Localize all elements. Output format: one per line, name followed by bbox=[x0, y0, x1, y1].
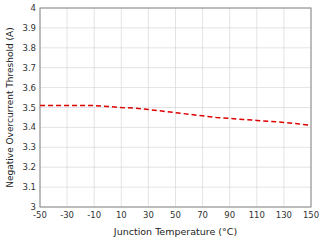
x-tick-label: 90 bbox=[224, 210, 235, 220]
y-grid-line bbox=[40, 87, 311, 88]
data-layer bbox=[40, 106, 311, 126]
axes: -50-30-10103050709011013015033.13.23.33.… bbox=[22, 3, 319, 220]
y-axis-label: Negative Overcurrent Threshold (A) bbox=[5, 27, 15, 187]
x-tick-label: -30 bbox=[60, 210, 74, 220]
x-tick-label: -10 bbox=[87, 210, 101, 220]
y-grid-line bbox=[40, 127, 311, 128]
y-tick-label: 3.6 bbox=[22, 83, 36, 93]
chart-svg: -50-30-10103050709011013015033.13.23.33.… bbox=[0, 0, 321, 243]
x-axis-label: Junction Temperature (°C) bbox=[113, 226, 237, 237]
y-grid-line bbox=[40, 27, 311, 28]
x-tick-label: 30 bbox=[143, 210, 154, 220]
y-grid-line bbox=[40, 47, 311, 48]
x-tick-label: 130 bbox=[276, 210, 292, 220]
y-tick-label: 3.5 bbox=[22, 103, 36, 113]
y-grid-line bbox=[40, 147, 311, 148]
x-tick-label: 150 bbox=[303, 210, 319, 220]
x-tick-label: 10 bbox=[116, 210, 127, 220]
plot-frame bbox=[40, 8, 311, 207]
y-tick-label: 3.9 bbox=[22, 23, 36, 33]
data-line bbox=[40, 106, 311, 126]
y-grid-line bbox=[40, 67, 311, 68]
x-tick-label: 70 bbox=[197, 210, 208, 220]
x-tick-label: 110 bbox=[249, 210, 265, 220]
y-tick-label: 3.3 bbox=[22, 142, 36, 152]
y-tick-label: 3.2 bbox=[22, 162, 36, 172]
chart-container: -50-30-10103050709011013015033.13.23.33.… bbox=[0, 0, 321, 243]
y-grid-line bbox=[40, 107, 311, 108]
y-grid-line bbox=[40, 167, 311, 168]
y-tick-label: 3 bbox=[31, 202, 36, 212]
grid bbox=[40, 8, 311, 207]
y-tick-label: 3.4 bbox=[22, 122, 36, 132]
y-tick-label: 4 bbox=[31, 3, 36, 13]
y-tick-label: 3.1 bbox=[22, 182, 36, 192]
y-tick-label: 3.7 bbox=[22, 63, 36, 73]
y-tick-label: 3.8 bbox=[22, 43, 36, 53]
x-tick-label: 50 bbox=[170, 210, 181, 220]
y-grid-line bbox=[40, 187, 311, 188]
